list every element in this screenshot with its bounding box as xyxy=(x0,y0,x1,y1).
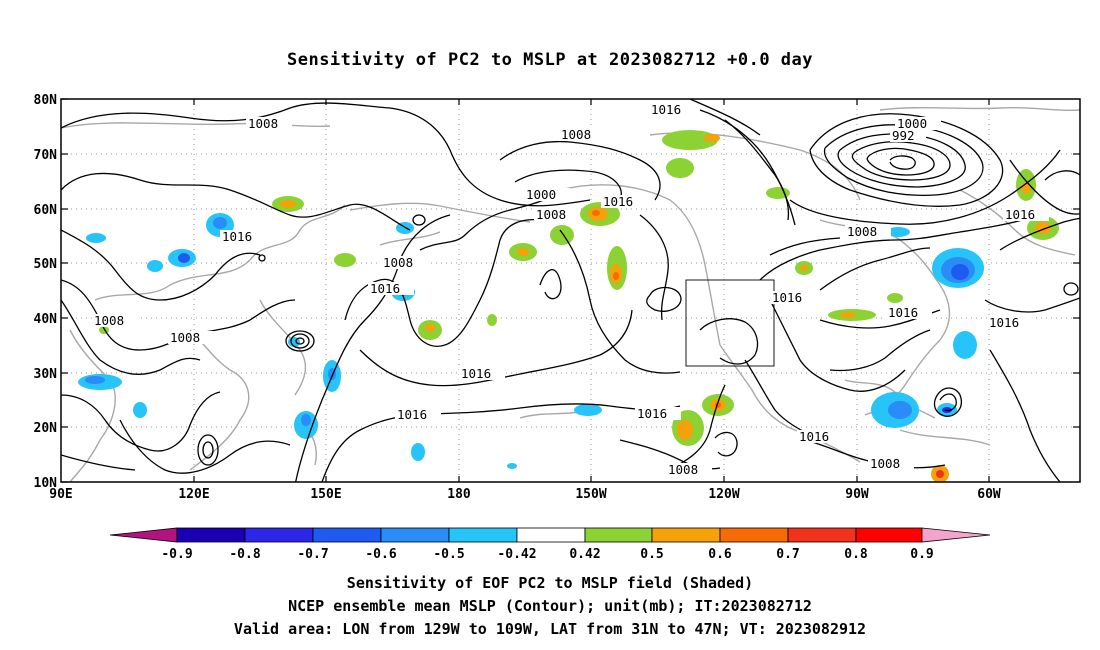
colorbar-bin xyxy=(312,527,382,543)
colorbar-label: -0.7 xyxy=(297,547,328,562)
colorbar-bin xyxy=(380,527,450,543)
colorbar-high-extension xyxy=(921,527,991,543)
contour-label: 1016 xyxy=(989,315,1019,330)
lat-label: 40N xyxy=(34,312,58,327)
colorbar-label: -0.8 xyxy=(229,547,260,562)
contour-label: 1016 xyxy=(397,407,427,422)
contour-label: 1016 xyxy=(888,305,918,320)
axis-ticks xyxy=(61,98,1080,483)
lat-label: 10N xyxy=(34,476,58,491)
contour-label: 1008 xyxy=(561,127,591,142)
contour-label: 1016 xyxy=(772,290,802,305)
contour-label: 1008 xyxy=(383,255,413,270)
colorbar-bin xyxy=(787,527,857,543)
colorbar-label: 0.5 xyxy=(640,547,663,562)
colorbar-bin xyxy=(584,527,653,543)
colorbar-bin xyxy=(244,527,314,543)
colorbar-bin xyxy=(448,527,518,543)
lat-label: 70N xyxy=(34,148,58,163)
colorbar-label: 0.8 xyxy=(844,547,868,562)
contour-label: 992 xyxy=(892,128,915,143)
lon-label: 180 xyxy=(447,487,471,502)
contour-label: 1016 xyxy=(637,406,667,421)
longitude-labels: 90E 120E 150E 180 150W 120W 90W 60W xyxy=(49,487,1001,502)
sensitivity-shading xyxy=(78,130,1059,482)
contour-label: 1016 xyxy=(370,281,400,296)
colorbar-label: -0.42 xyxy=(497,547,536,562)
lon-label: 150W xyxy=(575,487,606,502)
contour-label: 1016 xyxy=(603,194,633,209)
colorbar-label: -0.5 xyxy=(433,547,464,562)
colorbar-label: 0.9 xyxy=(910,547,933,562)
lon-label: 90E xyxy=(49,487,72,502)
contour-label: 1016 xyxy=(799,429,829,444)
lat-label: 20N xyxy=(34,421,58,436)
contour-label: 1008 xyxy=(668,462,698,477)
contour-label: 1008 xyxy=(870,456,900,471)
caption-line-1: Sensitivity of EOF PC2 to MSLP field (Sh… xyxy=(346,574,754,592)
colorbar-label: 0.6 xyxy=(708,547,732,562)
contour-label: 1000 xyxy=(526,187,556,202)
lat-label: 50N xyxy=(34,257,58,272)
mslp-contours xyxy=(61,99,1080,482)
valid-area-box xyxy=(685,279,775,367)
latitude-labels: 80N 70N 60N 50N 40N 30N 20N 10N xyxy=(34,93,58,491)
lon-label: 120W xyxy=(708,487,739,502)
contour-label: 1008 xyxy=(170,330,200,345)
caption-line-3: Valid area: LON from 129W to 109W, LAT f… xyxy=(233,620,867,638)
contour-label: 1008 xyxy=(847,224,877,239)
contour-label: 1016 xyxy=(1005,207,1035,222)
colorbar-bin xyxy=(176,527,246,543)
contour-label: 1016 xyxy=(651,102,681,117)
contour-label: 1008 xyxy=(94,313,124,328)
lon-label: 120E xyxy=(178,487,209,502)
colorbar-bin xyxy=(516,527,586,543)
colorbar-bin xyxy=(719,527,789,543)
lon-label: 90W xyxy=(845,487,869,502)
contour-label: 1000 xyxy=(897,116,927,131)
contour-label: 1008 xyxy=(248,116,278,131)
colorbar-bin xyxy=(651,527,721,543)
contour-label: 1016 xyxy=(222,229,252,244)
contour-labels: 1008 1016 1008 1000 1008 1016 1016 1008 … xyxy=(92,102,1049,477)
colorbar-label: 0.42 xyxy=(569,547,600,562)
lat-label: 30N xyxy=(34,367,58,382)
map-frame xyxy=(61,99,1080,482)
lon-label: 150E xyxy=(310,487,341,502)
colorbar-label: -0.6 xyxy=(365,547,396,562)
colorbar: -0.9 -0.8 -0.7 -0.6 -0.5 -0.42 0.42 0.5 … xyxy=(109,527,991,562)
colorbar-label: 0.7 xyxy=(776,547,799,562)
contour-label: 1008 xyxy=(536,207,566,222)
caption-line-2: NCEP ensemble mean MSLP (Contour); unit(… xyxy=(288,597,812,615)
lon-label: 60W xyxy=(977,487,1001,502)
colorbar-bin xyxy=(855,527,923,543)
colorbar-low-extension xyxy=(109,527,178,543)
lat-label: 60N xyxy=(34,203,58,218)
lat-label: 80N xyxy=(34,93,58,108)
colorbar-label: -0.9 xyxy=(161,547,192,562)
contour-label: 1016 xyxy=(461,366,491,381)
chart-title: Sensitivity of PC2 to MSLP at 2023082712… xyxy=(286,50,813,70)
